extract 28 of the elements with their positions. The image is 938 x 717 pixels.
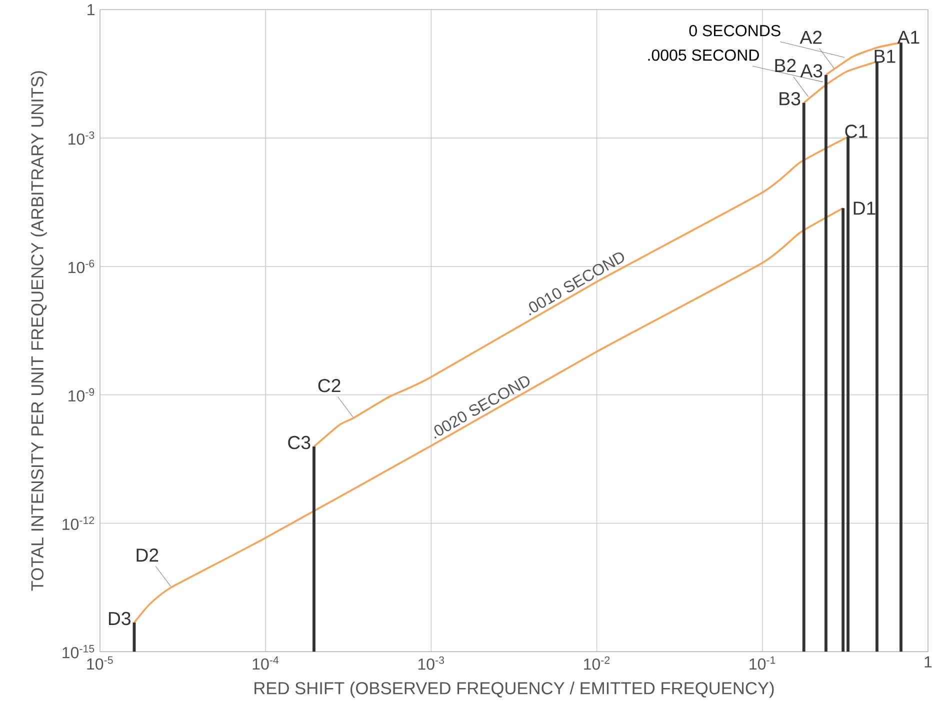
annotation: D1	[854, 202, 876, 215]
y-axis-title: TOTAL INTENSITY PER UNIT FREQUENCY (ARBITRARY UNITS)	[30, 71, 47, 591]
x-tick-label: 10$^{-2}$	[584, 656, 610, 670]
annotation: A3	[800, 64, 822, 78]
annotation: B3	[780, 92, 800, 106]
annotation: B1	[874, 50, 896, 63]
annotation: D3	[108, 612, 130, 626]
y-tick-label: 10$^{-3}$	[68, 131, 94, 145]
x-tick-label: 10$^{-4}$	[252, 656, 279, 670]
annotation: B2	[775, 58, 796, 72]
x-tick-label: 10$^{-3}$	[418, 656, 444, 670]
y-tick-label: 10$^{-9}$	[68, 388, 94, 402]
y-tick-label: 10$^{-15}$	[62, 645, 94, 658]
annotation: C2	[318, 378, 340, 392]
annotation: A1	[897, 30, 920, 44]
annotation: C1	[845, 124, 868, 138]
y-tick-label: 1	[88, 4, 94, 16]
x-tick-label: 10$^{-1}$	[750, 656, 776, 670]
x-tick-label: 10$^{-5}$	[87, 656, 113, 670]
annotation: D2	[136, 548, 158, 562]
x-tick-label: 1	[924, 656, 932, 668]
annotation: A2	[800, 30, 822, 44]
annotation: C3	[288, 436, 310, 450]
x-axis-title: RED SHIFT (OBSERVED FREQUENCY / EMITTED FREQUENCY)	[254, 682, 774, 698]
y-tick-label: 10$^{-12}$	[62, 516, 94, 530]
text: 0 SECONDS	[689, 25, 780, 36]
text: .0005 SECOND	[648, 49, 759, 61]
y-tick-label: 10$^{-6}$	[68, 260, 94, 274]
